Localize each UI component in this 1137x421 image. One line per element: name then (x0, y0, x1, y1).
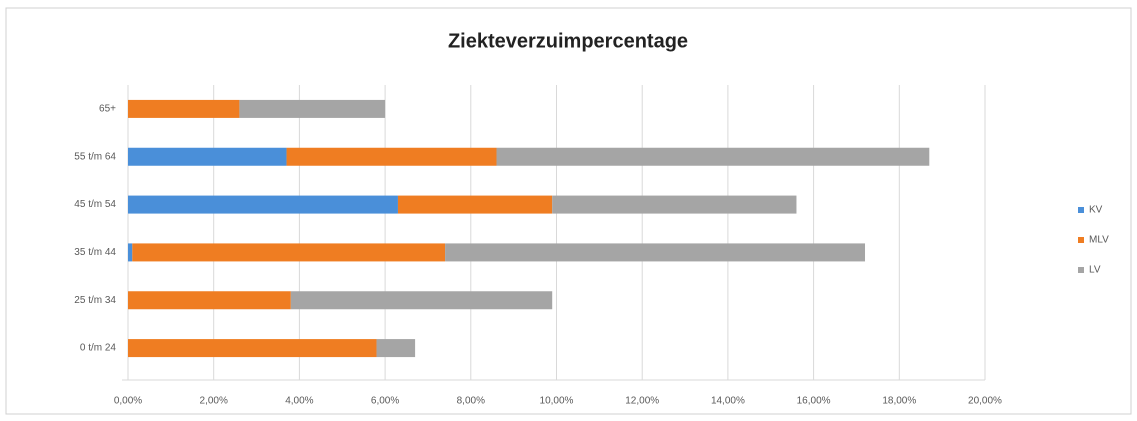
bar-segment (445, 243, 866, 262)
bar-segment (128, 339, 377, 358)
legend-label: KV (1089, 205, 1103, 216)
x-tick-label: 0,00% (114, 396, 142, 407)
y-tick-label: 35 t/m 44 (74, 247, 116, 258)
bar-segment (286, 147, 497, 166)
x-tick-label: 8,00% (457, 396, 485, 407)
bar-segment (552, 195, 797, 214)
y-tick-label: 25 t/m 34 (74, 295, 116, 306)
bar-segment (128, 147, 287, 166)
bar-segment (239, 99, 386, 118)
chart-title: Ziekteverzuimpercentage (448, 30, 688, 52)
legend-swatch (1078, 267, 1084, 273)
y-tick-label: 65+ (99, 104, 116, 115)
bar-segment (128, 243, 133, 262)
y-tick-label: 0 t/m 24 (80, 343, 117, 354)
x-tick-label: 20,00% (968, 396, 1002, 407)
x-tick-label: 6,00% (371, 396, 399, 407)
x-tick-label: 14,00% (711, 396, 745, 407)
x-tick-label: 18,00% (882, 396, 916, 407)
bar-segment (128, 291, 291, 310)
bar-segment (132, 243, 446, 262)
x-tick-label: 12,00% (625, 396, 659, 407)
bar-segment (376, 339, 416, 358)
legend-swatch (1078, 237, 1084, 243)
y-tick-label: 45 t/m 54 (74, 199, 116, 210)
bar-segment (397, 195, 553, 214)
bar-segment (290, 291, 553, 310)
y-tick-label: 55 t/m 64 (74, 151, 116, 162)
bar-segment (128, 99, 240, 118)
x-tick-label: 10,00% (540, 396, 574, 407)
bar-segment (128, 195, 398, 214)
x-tick-label: 4,00% (285, 396, 313, 407)
legend-label: MLV (1089, 235, 1109, 246)
bar-segment (496, 147, 930, 166)
legend-swatch (1078, 207, 1084, 213)
x-tick-label: 16,00% (797, 396, 831, 407)
legend-label: LV (1089, 265, 1101, 276)
x-tick-label: 2,00% (200, 396, 228, 407)
